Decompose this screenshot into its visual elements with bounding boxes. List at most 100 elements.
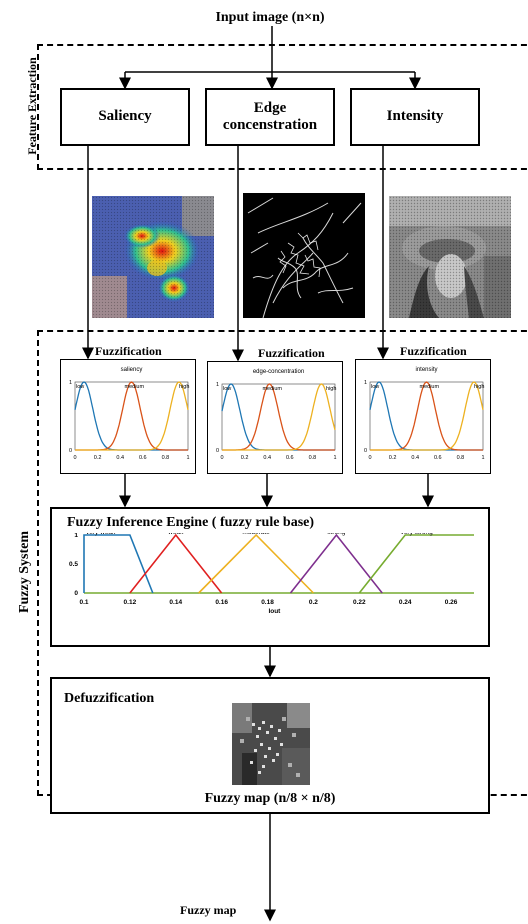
- out-mf-strong: [289, 533, 383, 594]
- saliency-box: Saliency: [60, 88, 190, 146]
- out-mf-very-weak: [83, 534, 154, 594]
- mf-xtick: 0.6: [139, 455, 147, 461]
- mf-ytick: 1: [364, 380, 367, 386]
- out-label: weak: [167, 533, 184, 536]
- fuzzy-map-image: [232, 703, 310, 785]
- mf-xtick: 0: [220, 455, 223, 461]
- mf-xtick: 0.8: [162, 455, 170, 461]
- out-xtick: 0.14: [169, 599, 182, 606]
- out-ytick: 0.5: [69, 561, 78, 568]
- out-xtick: 0.2: [309, 599, 318, 606]
- mf-label-low: low: [223, 386, 231, 392]
- edge-map-image: [243, 193, 365, 318]
- intensity-label: Intensity: [386, 108, 444, 125]
- out-xtick: 0.12: [124, 599, 137, 606]
- mf-curve-high: [222, 383, 336, 451]
- mf-plot-edge: edge-concentration low medium high 0 1 0 0.2 0.4…: [207, 361, 343, 474]
- mf-xtick: 0.8: [309, 455, 317, 461]
- edge-concentration-box: Edge concenstration: [205, 88, 335, 146]
- mf-curve-medium: [370, 381, 483, 451]
- mf-xtick: 0.2: [389, 455, 397, 461]
- out-ytick: 1: [74, 533, 78, 539]
- feature-extraction-region: [37, 44, 528, 170]
- mf-label-medium: medium: [125, 384, 145, 390]
- mf-xtick: 0.4: [263, 455, 271, 461]
- mf-axes: [74, 381, 189, 451]
- mf-title: saliency: [121, 367, 143, 373]
- intensity-box: Intensity: [350, 88, 480, 146]
- mf-title: intensity: [415, 367, 437, 373]
- saliency-heatmap-image: [92, 196, 214, 318]
- mf-title: edge-concentration: [253, 369, 304, 375]
- out-mf-moderate: [198, 533, 314, 594]
- out-xtick: 0.22: [353, 599, 366, 606]
- mf-xtick: 0.2: [241, 455, 249, 461]
- out-label: strong: [327, 533, 345, 536]
- mf-xtick: 0.6: [286, 455, 294, 461]
- mf-label-medium: medium: [262, 386, 282, 392]
- mf-curve-low: [74, 381, 188, 451]
- fuzzy-system-label: Fuzzy System: [17, 530, 32, 614]
- mf-label-high: high: [474, 384, 484, 390]
- saliency-label: Saliency: [98, 108, 152, 125]
- mf-plot-saliency: saliency low medium high 0 1 0 0.2 0.4 0.6 0.8 1: [60, 359, 196, 474]
- out-ytick: 0: [74, 590, 78, 597]
- inference-engine-title: Fuzzy Inference Engine ( fuzzy rule base…: [67, 515, 315, 530]
- intensity-image: [389, 196, 511, 318]
- mf-chart-edge: edge-concentration low medium high 0 1 0 0.2 0.4…: [216, 369, 337, 461]
- mf-axes: [369, 381, 484, 451]
- mf-label-high: high: [179, 384, 189, 390]
- mf-label-low: low: [76, 384, 84, 390]
- mf-xtick: 0.4: [116, 455, 124, 461]
- input-image-label: Input image (n×n): [215, 10, 325, 25]
- feature-extraction-label: Feature Extraction: [25, 57, 39, 155]
- mf-xtick: 0: [368, 455, 371, 461]
- mf-label-medium: medium: [420, 384, 440, 390]
- mf-ytick: 0: [216, 448, 219, 454]
- output-mf-chart: very weakweakmoderatestrongvery strong00…: [69, 533, 474, 615]
- defuzzification-title: Defuzzification: [64, 691, 155, 706]
- mf-ytick: 1: [69, 380, 72, 386]
- mf-ytick: 1: [216, 382, 219, 388]
- mf-xtick: 1: [186, 455, 189, 461]
- out-xtick: 0.24: [399, 599, 412, 606]
- out-label: very strong: [401, 533, 434, 536]
- mf-xtick: 0: [73, 455, 76, 461]
- mf-curve-low: [369, 381, 483, 451]
- out-xtick: 0.16: [215, 599, 228, 606]
- mf-curve-low: [221, 383, 335, 451]
- defuzzification-box: Defuzzification Fuzzy map (n/8 × n/8): [50, 677, 490, 814]
- mf-plot-intensity: intensity low medium high 0 1 0 0.2 0.4 0.6 0.8 1: [355, 359, 491, 474]
- mf-curve-high: [370, 381, 484, 451]
- mf-curve-medium: [222, 383, 335, 451]
- fuzzification-label-1: Fuzzification: [95, 344, 162, 358]
- fuzzification-label-3: Fuzzification: [400, 344, 467, 358]
- mf-label-high: high: [326, 386, 336, 392]
- mf-xtick: 0.6: [434, 455, 442, 461]
- mf-ytick: 0: [69, 448, 72, 454]
- mf-xtick: 0.4: [411, 455, 419, 461]
- out-xtick: 0.26: [445, 599, 458, 606]
- mf-xtick: 0.2: [94, 455, 102, 461]
- out-xlabel: Iout: [268, 608, 281, 615]
- out-label: moderate: [242, 533, 270, 536]
- mf-curve-medium: [75, 381, 188, 451]
- mf-xtick: 1: [481, 455, 484, 461]
- mf-xtick: 1: [333, 455, 336, 461]
- mf-ytick: 0: [364, 448, 367, 454]
- mf-chart-intensity: intensity low medium high 0 1 0 0.2 0.4 0.6 0.8 1: [364, 367, 485, 461]
- out-mf-weak: [129, 533, 223, 594]
- mf-axes: [221, 383, 336, 451]
- fuzzification-label-2: Fuzzification: [258, 346, 325, 360]
- output-fuzzy-map-label: Fuzzy map: [180, 903, 237, 917]
- out-mf-very-strong: [358, 534, 474, 594]
- out-xtick: 0.1: [79, 599, 88, 606]
- mf-curve-high: [75, 381, 189, 451]
- fuzzy-map-caption: Fuzzy map (n/8 × n/8): [204, 791, 336, 806]
- mf-xtick: 0.8: [457, 455, 465, 461]
- mf-chart-saliency: saliency low medium high 0 1 0 0.2 0.4 0.6 0.8 1: [69, 367, 190, 461]
- out-xtick: 0.18: [261, 599, 274, 606]
- mf-label-low: low: [371, 384, 379, 390]
- out-label: very weak: [86, 533, 116, 536]
